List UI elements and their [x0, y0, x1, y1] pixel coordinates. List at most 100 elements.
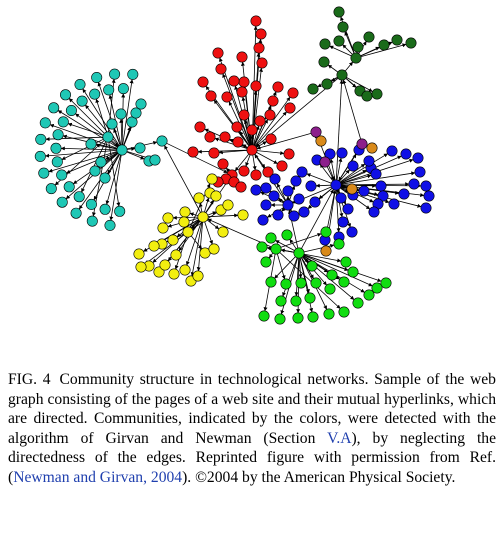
graph-node-red	[255, 28, 267, 40]
graph-node-red	[238, 109, 250, 121]
graph-node-blue	[296, 166, 308, 178]
graph-node-blue	[290, 175, 302, 187]
graph-node-green	[258, 310, 270, 322]
graph-node-blue	[260, 199, 272, 211]
graph-edge	[127, 146, 136, 151]
graph-node-green	[324, 283, 336, 295]
graph-node-blue	[386, 145, 398, 157]
graph-node-blue	[420, 180, 432, 192]
graph-edge	[189, 212, 199, 217]
graph-node-blue	[336, 147, 348, 159]
web-graph-network	[34, 6, 435, 325]
graph-node-red	[217, 158, 229, 170]
graph-edge	[78, 153, 120, 210]
graph-node-blue	[305, 180, 317, 192]
graph-node-cyan	[74, 79, 86, 91]
graph-node-green	[340, 256, 352, 268]
graph-edge	[335, 189, 340, 194]
graph-node-blue	[420, 202, 432, 214]
graph-edge	[280, 232, 322, 248]
graph-node-green	[338, 276, 350, 288]
graph-node-cyan	[52, 129, 64, 141]
graph-node-green	[310, 277, 322, 289]
graph-edge	[222, 73, 251, 146]
figure-caption: FIG. 4 Community structure in technologic…	[8, 370, 496, 488]
graph-node-green	[265, 276, 277, 288]
graph-node-cyan	[130, 107, 142, 119]
graph-edge	[85, 104, 120, 147]
graph-node-red	[250, 15, 262, 27]
graph-node-dark-green	[319, 38, 331, 50]
graph-node-green	[347, 266, 359, 278]
graph-node-yellow	[192, 270, 204, 282]
graph-node-yellow	[217, 226, 229, 238]
graph-node-red	[215, 63, 227, 75]
graph-node-cyan	[135, 98, 147, 110]
graph-edge	[214, 137, 248, 149]
graph-node-yellow	[193, 192, 205, 204]
graph-edge	[239, 131, 250, 146]
graph-node-cyan	[102, 131, 114, 143]
graph-edge	[68, 98, 105, 134]
graph-node-cyan	[109, 68, 121, 80]
graph-edge	[97, 82, 121, 146]
graph-node-red	[265, 133, 277, 145]
graph-edge	[301, 189, 334, 249]
graph-node-yellow	[167, 234, 179, 246]
graph-node-red	[208, 147, 220, 159]
graph-node-dark-green	[352, 41, 364, 53]
graph-edge	[234, 153, 250, 172]
graph-edge	[302, 256, 309, 263]
graph-edge	[276, 183, 287, 201]
graph-node-green	[280, 278, 292, 290]
graph-node-cyan	[127, 68, 139, 80]
graph-edge	[255, 111, 287, 147]
graph-edge	[306, 173, 332, 184]
section-reference-link[interactable]: V.A	[327, 429, 352, 447]
graph-edge	[208, 213, 239, 218]
graph-edge	[277, 253, 286, 280]
graph-node-yellow	[179, 206, 191, 218]
graph-node-cyan	[38, 167, 50, 179]
graph-node-dark-green	[307, 83, 319, 95]
graph-node-cyan	[56, 196, 68, 208]
graph-node-yellow	[199, 247, 211, 259]
graph-edge	[218, 150, 247, 155]
graph-node-blue	[337, 216, 349, 228]
graph-node-red	[287, 87, 299, 99]
graph-node-cyan	[35, 133, 47, 145]
graph-edge	[303, 254, 373, 287]
graph-edge	[204, 221, 214, 245]
graph-node-cyan	[89, 165, 101, 177]
graph-node-blue	[347, 160, 359, 172]
graph-node-yellow	[148, 240, 160, 252]
graph-node-dark-green	[371, 88, 383, 100]
graph-node-yellow	[168, 268, 180, 280]
graph-edge	[45, 150, 117, 158]
graph-node-red	[221, 91, 233, 103]
graph-node-blue	[423, 190, 435, 202]
graph-node-blue	[370, 168, 382, 180]
graph-edge	[204, 197, 210, 213]
graph-node-red	[256, 57, 268, 69]
graph-node-yellow	[133, 248, 145, 260]
graph-node-orange	[315, 135, 327, 147]
graph-node-blue	[398, 188, 410, 200]
graph-edge	[304, 243, 335, 253]
graph-node-orange	[320, 245, 332, 257]
graph-node-dark-green	[337, 21, 349, 33]
graph-node-cyan	[51, 156, 63, 168]
graph-edge	[190, 235, 203, 250]
citation-link[interactable]: Newman and Girvan, 2004	[13, 468, 183, 486]
graph-node-cyan	[126, 116, 138, 128]
graph-node-blue	[282, 185, 294, 197]
graph-node-blue	[342, 203, 354, 215]
graph-edge	[340, 185, 348, 190]
graph-edge	[256, 152, 278, 164]
graph-node-green	[293, 247, 305, 259]
graph-node-cyan	[39, 117, 51, 129]
graph-edge	[288, 207, 292, 212]
graph-node-cyan	[106, 118, 118, 130]
graph-edge	[326, 166, 335, 181]
graph-node-red	[262, 166, 274, 178]
